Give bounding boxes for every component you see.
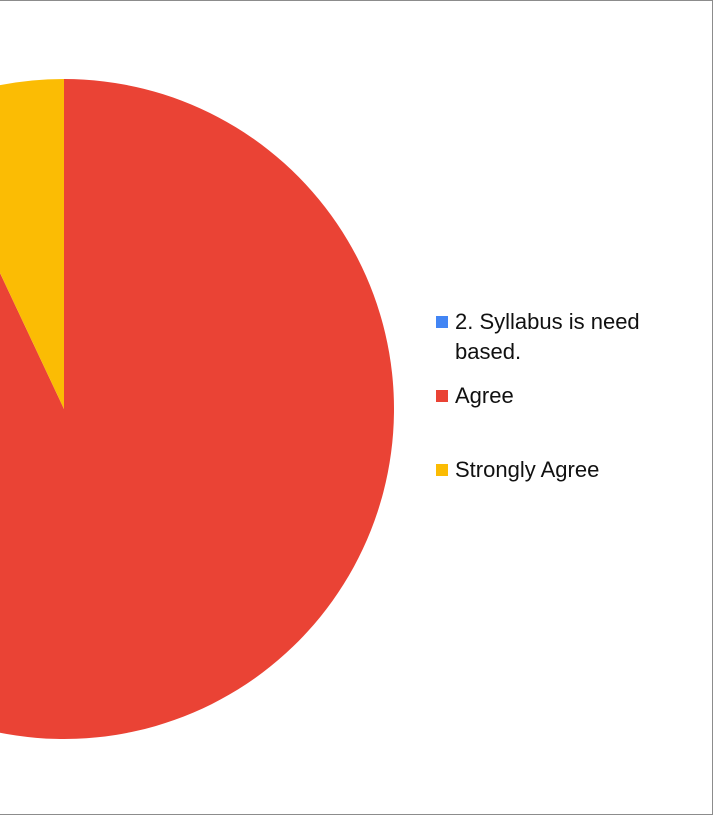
legend-item-agree: Agree: [436, 381, 696, 411]
legend-label-syllabus: 2. Syllabus is need based.: [455, 309, 640, 364]
pie-slice-strongly-agree: [0, 79, 64, 409]
legend-item-strongly-agree: Strongly Agree: [436, 455, 696, 485]
legend-swatch-syllabus: [436, 316, 448, 328]
legend-label-agree: Agree: [455, 383, 514, 408]
legend-swatch-strongly-agree: [436, 464, 448, 476]
legend-swatch-agree: [436, 390, 448, 402]
legend-label-strongly-agree: Strongly Agree: [455, 457, 600, 482]
pie-slice-agree: [0, 79, 394, 739]
legend-item-syllabus: 2. Syllabus is need based.: [436, 307, 696, 367]
